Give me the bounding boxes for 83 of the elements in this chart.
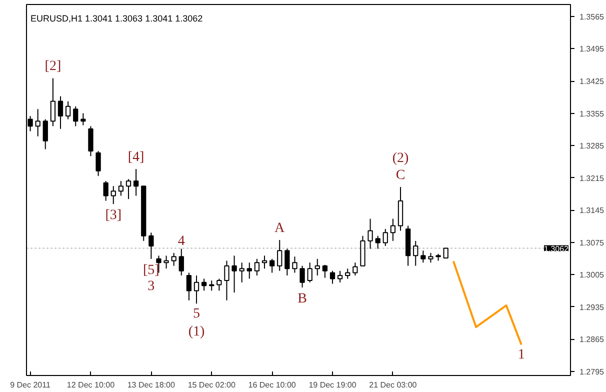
text: EURUSD,H1 1.3041 1.3063 1.3041 1.3062 bbox=[30, 14, 203, 24]
candlestick bbox=[65, 100, 71, 120]
candlestick bbox=[148, 232, 154, 260]
y-tick-label: 1.3075 bbox=[580, 238, 605, 248]
y-tick-label: 1.3005 bbox=[580, 270, 605, 280]
x-tick-label: 9 Dec 2011 bbox=[10, 380, 51, 390]
annotation: 3 bbox=[148, 278, 155, 294]
candlestick bbox=[330, 270, 336, 284]
candlestick bbox=[262, 255, 268, 270]
candlestick bbox=[352, 262, 358, 276]
annotation: C bbox=[396, 168, 406, 184]
candlestick bbox=[314, 258, 320, 276]
candlestick bbox=[246, 262, 252, 280]
candlestick bbox=[88, 126, 94, 157]
candlestick bbox=[284, 248, 290, 276]
y-tick-label: 1.3495 bbox=[580, 44, 605, 54]
candlestick bbox=[269, 258, 275, 274]
candlestick bbox=[224, 260, 230, 301]
candlestick bbox=[239, 262, 244, 283]
candlestick bbox=[35, 108, 40, 137]
x-tick-label: 21 Dec 03:00 bbox=[369, 380, 418, 390]
candlestick bbox=[96, 150, 101, 176]
candlestick bbox=[194, 274, 200, 304]
candlestick bbox=[118, 180, 124, 196]
candlestick bbox=[420, 250, 426, 264]
candlestick bbox=[375, 235, 380, 250]
candlestick bbox=[277, 240, 282, 272]
candlestick bbox=[300, 265, 305, 288]
annotation: [5] bbox=[143, 262, 160, 278]
candlestick bbox=[382, 228, 388, 246]
candlestick bbox=[58, 96, 64, 130]
candlestick bbox=[292, 256, 298, 274]
candlestick bbox=[171, 252, 176, 266]
candlestick bbox=[50, 78, 56, 127]
candlestick bbox=[209, 280, 214, 292]
annotation: (1) bbox=[188, 324, 205, 340]
candlestick bbox=[337, 270, 343, 283]
candlestick bbox=[413, 240, 418, 266]
annotation: [4] bbox=[128, 150, 144, 166]
candlestick bbox=[126, 178, 132, 200]
candlestick bbox=[216, 278, 222, 292]
annotation: [3] bbox=[105, 208, 122, 224]
candlestick bbox=[322, 264, 328, 278]
x-tick-label: 13 Dec 18:00 bbox=[127, 380, 176, 390]
annotation: 5 bbox=[193, 306, 200, 322]
candlestick bbox=[80, 112, 86, 126]
candlestick bbox=[110, 186, 116, 205]
annotation: [2] bbox=[44, 59, 62, 74]
candlestick bbox=[428, 252, 434, 264]
annotation: 4 bbox=[178, 234, 185, 249]
candlestick bbox=[368, 218, 373, 250]
x-tick-label: 16 Dec 10:00 bbox=[248, 380, 296, 390]
annotation: A bbox=[274, 221, 286, 236]
annotation: (2) bbox=[392, 151, 409, 166]
ref-line-label: 1.3062 bbox=[544, 244, 570, 254]
candlestick bbox=[178, 248, 184, 276]
y-tick-label: 1.3215 bbox=[580, 174, 605, 183]
y-tick-label: 1.3355 bbox=[580, 109, 605, 118]
candlestick bbox=[232, 255, 237, 294]
candlestick bbox=[390, 218, 396, 242]
x-tick-label: 12 Dec 10:00 bbox=[66, 380, 116, 390]
y-tick-label: 1.3285 bbox=[580, 142, 605, 151]
y-tick-label: 1.3145 bbox=[580, 206, 605, 216]
y-tick-label: 1.3565 bbox=[580, 12, 605, 22]
y-tick-label: 1.2935 bbox=[580, 302, 605, 312]
y-tick-label: 1.2795 bbox=[580, 367, 605, 376]
candlestick bbox=[345, 268, 350, 280]
candlestick bbox=[42, 118, 48, 150]
x-tick-label: 19 Dec 19:00 bbox=[308, 380, 357, 390]
candlestick bbox=[254, 258, 260, 276]
candlestick bbox=[186, 272, 192, 301]
line-series bbox=[452, 260, 522, 346]
candlestick bbox=[103, 180, 108, 202]
candlestick bbox=[133, 168, 139, 196]
candlestick bbox=[73, 106, 78, 127]
y-tick-label: 1.2865 bbox=[580, 335, 605, 344]
annotation: B bbox=[298, 291, 307, 306]
y-tick-label: 1.3425 bbox=[580, 77, 605, 86]
x-tick-label: 15 Dec 02:00 bbox=[188, 380, 236, 390]
candlestick bbox=[164, 255, 169, 270]
annotation: 1 bbox=[518, 348, 525, 363]
candlestick bbox=[307, 262, 312, 283]
candlestick bbox=[201, 278, 207, 292]
